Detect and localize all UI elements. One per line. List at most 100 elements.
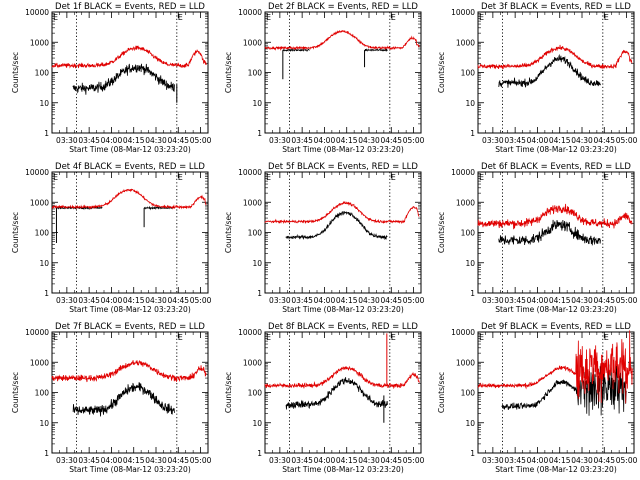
x-tick-label: 05:00: [190, 296, 212, 305]
x-tick-label: 04:30: [571, 456, 593, 465]
x-tick-label: 04:15: [336, 136, 358, 145]
plot-frame: [477, 11, 635, 134]
x-tick-label: 04:45: [380, 296, 402, 305]
chart-panel: Det 1f BLACK = Events, RED = LLD 1 10 100 10…: [11, 2, 212, 154]
y-axis-label: Counts/sec: [437, 212, 446, 253]
y-tick-label: 100: [248, 69, 263, 78]
events-series-line: [498, 219, 601, 246]
y-tick-label: 10000: [238, 328, 262, 337]
x-tick-label: 03:45: [504, 456, 526, 465]
eclipse-marker: E: [266, 13, 271, 22]
y-tick-label: 1: [257, 289, 262, 298]
x-tick-label: 04:45: [167, 456, 189, 465]
chart-title: Det 2f BLACK = Events, RED = LLD: [268, 2, 418, 12]
x-tick-label: 05:00: [403, 136, 425, 145]
x-tick-label: 04:15: [336, 296, 358, 305]
x-tick-label: 05:00: [190, 136, 212, 145]
plot-frame: [51, 331, 209, 454]
eclipse-marker: E: [479, 333, 484, 342]
y-tick-label: 1000: [456, 198, 475, 207]
y-axis-label: Counts/sec: [11, 212, 20, 253]
x-tick-label: 04:30: [358, 136, 380, 145]
plot-frame: [264, 11, 422, 134]
chart-panel: Det 2f BLACK = Events, RED = LLD 1 10 100 10…: [224, 2, 425, 154]
x-tick-label: 04:30: [358, 296, 380, 305]
chart-title: Det 8f BLACK = Events, RED = LLD: [268, 322, 418, 332]
x-tick-label: 05:00: [190, 456, 212, 465]
eclipse-marker: E: [178, 13, 183, 22]
eclipse-marker: E: [391, 173, 396, 182]
x-tick-label: 03:45: [78, 456, 100, 465]
x-tick-label: 03:45: [504, 136, 526, 145]
y-tick-label: 100: [248, 229, 263, 238]
y-axis-label: Counts/sec: [224, 52, 233, 93]
plot-frame: [264, 331, 422, 454]
x-tick-label: 04:45: [593, 456, 615, 465]
lld-series-line: [477, 330, 633, 404]
x-tick-label: 04:00: [527, 296, 549, 305]
y-tick-label: 1000: [456, 358, 475, 367]
chart-title: Det 4f BLACK = Events, RED = LLD: [55, 162, 205, 172]
y-axis-label: Counts/sec: [11, 52, 20, 93]
y-tick-label: 1000: [30, 358, 49, 367]
lld-series-line: [477, 44, 633, 70]
events-series-line: [498, 53, 601, 88]
events-series-line: [501, 361, 627, 416]
y-tick-label: 1: [470, 129, 475, 138]
x-axis-label: Start Time (08-Mar-12 03:23:20): [495, 305, 617, 314]
x-tick-label: 03:45: [504, 296, 526, 305]
x-axis-label: Start Time (08-Mar-12 03:23:20): [282, 145, 404, 154]
x-tick-label: 03:45: [78, 296, 100, 305]
y-tick-label: 1000: [243, 198, 262, 207]
x-axis-label: Start Time (08-Mar-12 03:23:20): [69, 145, 191, 154]
y-tick-label: 1: [44, 129, 49, 138]
x-tick-label: 04:30: [145, 456, 167, 465]
chart-panel: Det 4f BLACK = Events, RED = LLD 1 10 100 10…: [11, 162, 212, 314]
x-tick-label: 03:30: [482, 136, 504, 145]
x-tick-label: 05:00: [403, 456, 425, 465]
x-tick-label: 04:45: [380, 456, 402, 465]
y-tick-label: 10000: [451, 168, 475, 177]
x-tick-label: 03:45: [291, 136, 313, 145]
chart-title: Det 1f BLACK = Events, RED = LLD: [55, 2, 205, 12]
y-tick-label: 1000: [30, 38, 49, 47]
y-tick-label: 100: [35, 389, 50, 398]
y-tick-label: 1000: [30, 198, 49, 207]
eclipse-marker: E: [391, 13, 396, 22]
lld-series-line: [51, 45, 207, 69]
x-tick-label: 05:00: [616, 456, 638, 465]
y-tick-label: 10: [39, 259, 49, 268]
lld-series-line: [264, 201, 420, 225]
x-tick-label: 04:00: [527, 136, 549, 145]
x-tick-label: 03:30: [56, 456, 78, 465]
x-tick-label: 04:00: [527, 456, 549, 465]
x-tick-label: 03:30: [269, 296, 291, 305]
y-tick-label: 1: [44, 289, 49, 298]
x-tick-label: 04:00: [101, 136, 123, 145]
y-tick-label: 100: [461, 229, 476, 238]
chart-panel: Det 6f BLACK = Events, RED = LLD 1 10 100 10…: [437, 162, 638, 314]
x-tick-label: 03:30: [482, 296, 504, 305]
x-tick-label: 03:45: [291, 296, 313, 305]
x-tick-label: 05:00: [616, 136, 638, 145]
x-tick-label: 03:30: [56, 136, 78, 145]
y-tick-label: 10000: [238, 8, 262, 17]
y-tick-label: 10: [465, 99, 475, 108]
x-axis-label: Start Time (08-Mar-12 03:23:20): [69, 465, 191, 474]
eclipse-marker: E: [604, 13, 609, 22]
lld-series-line: [51, 188, 207, 210]
x-tick-label: 03:30: [56, 296, 78, 305]
chart-title: Det 6f BLACK = Events, RED = LLD: [481, 162, 631, 172]
y-axis-label: Counts/sec: [224, 212, 233, 253]
eclipse-marker: E: [266, 173, 271, 182]
y-tick-label: 10: [39, 419, 49, 428]
x-tick-label: 05:00: [403, 296, 425, 305]
events-series-line: [282, 48, 310, 52]
y-tick-label: 10: [39, 99, 49, 108]
x-axis-label: Start Time (08-Mar-12 03:23:20): [495, 465, 617, 474]
eclipse-marker: E: [604, 333, 609, 342]
y-tick-label: 1: [470, 449, 475, 458]
y-tick-label: 100: [35, 69, 50, 78]
y-tick-label: 10: [252, 419, 262, 428]
events-series-line: [285, 210, 388, 241]
